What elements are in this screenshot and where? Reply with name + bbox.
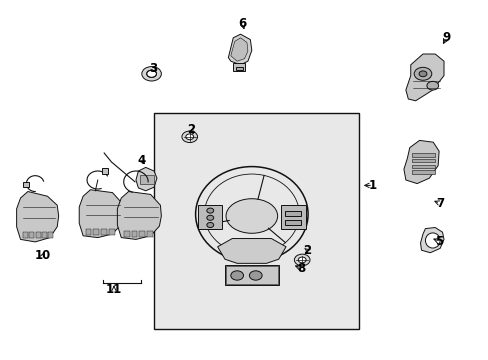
Bar xyxy=(102,168,107,174)
Circle shape xyxy=(146,70,156,77)
Bar xyxy=(235,67,243,70)
Text: 8: 8 xyxy=(297,262,305,275)
Text: 5: 5 xyxy=(434,235,442,248)
Circle shape xyxy=(413,67,431,80)
Text: 4: 4 xyxy=(138,154,145,167)
Text: 6: 6 xyxy=(238,17,246,30)
Bar xyxy=(284,220,301,225)
Circle shape xyxy=(230,271,243,280)
Bar xyxy=(198,205,222,229)
Bar xyxy=(140,175,154,184)
Bar xyxy=(131,231,137,237)
Polygon shape xyxy=(117,192,161,239)
Bar xyxy=(411,165,434,168)
Ellipse shape xyxy=(425,233,439,248)
Bar xyxy=(123,231,129,237)
Bar xyxy=(233,63,245,71)
Circle shape xyxy=(142,67,161,81)
Bar xyxy=(29,232,34,238)
Bar xyxy=(23,182,29,187)
Circle shape xyxy=(294,254,309,266)
Bar xyxy=(23,232,28,238)
Polygon shape xyxy=(17,192,59,242)
Text: 2: 2 xyxy=(186,123,194,136)
Bar xyxy=(48,232,53,238)
Circle shape xyxy=(206,215,213,220)
Circle shape xyxy=(249,271,262,280)
Polygon shape xyxy=(136,167,157,191)
Polygon shape xyxy=(420,228,443,253)
Text: 7: 7 xyxy=(435,197,443,210)
Bar xyxy=(36,232,41,238)
Circle shape xyxy=(418,71,426,77)
Bar xyxy=(154,113,359,329)
Bar xyxy=(411,159,434,162)
Circle shape xyxy=(185,134,193,140)
Bar xyxy=(281,205,305,229)
Polygon shape xyxy=(228,34,251,65)
Text: 10: 10 xyxy=(35,249,51,262)
Bar xyxy=(224,265,278,285)
Text: 11: 11 xyxy=(105,283,122,296)
Bar xyxy=(411,170,434,174)
Bar xyxy=(284,211,301,216)
Bar xyxy=(225,266,277,284)
Bar xyxy=(93,229,99,235)
Circle shape xyxy=(206,208,213,213)
Bar xyxy=(411,153,434,157)
Polygon shape xyxy=(230,38,247,61)
Ellipse shape xyxy=(225,199,277,233)
Text: 1: 1 xyxy=(368,179,376,192)
Bar xyxy=(85,229,91,235)
Circle shape xyxy=(182,131,197,143)
Text: 3: 3 xyxy=(149,62,157,75)
Polygon shape xyxy=(79,190,123,238)
Polygon shape xyxy=(217,239,285,264)
Text: 9: 9 xyxy=(442,31,449,44)
Bar xyxy=(147,231,153,237)
Bar xyxy=(42,232,47,238)
Text: 2: 2 xyxy=(303,244,310,257)
Circle shape xyxy=(426,81,438,90)
Circle shape xyxy=(298,257,305,263)
Bar xyxy=(139,231,145,237)
Bar xyxy=(101,229,107,235)
Polygon shape xyxy=(403,140,438,184)
Bar xyxy=(109,229,115,235)
Polygon shape xyxy=(405,54,443,101)
Circle shape xyxy=(206,222,213,228)
